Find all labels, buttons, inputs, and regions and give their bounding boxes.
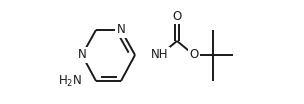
Text: O: O <box>172 9 181 22</box>
Text: N: N <box>78 48 86 61</box>
Text: NH: NH <box>151 48 169 61</box>
Text: N: N <box>117 24 125 37</box>
Text: O: O <box>189 48 199 61</box>
Text: H$_2$N: H$_2$N <box>58 73 82 89</box>
